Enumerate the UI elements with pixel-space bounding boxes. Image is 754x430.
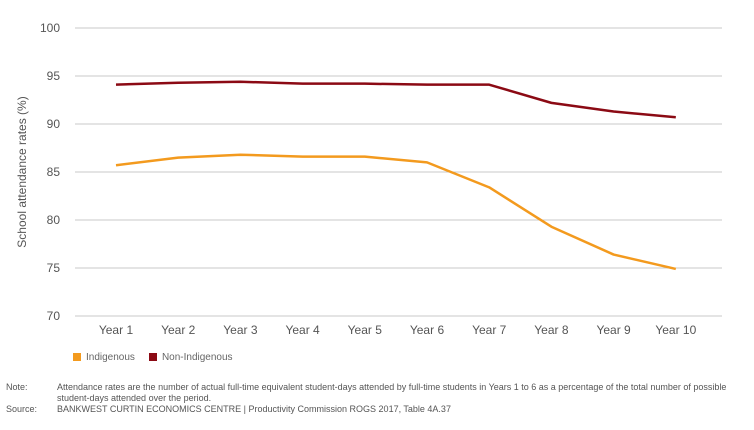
y-tick-label: 75 (47, 261, 61, 275)
x-tick-label: Year 5 (348, 323, 383, 337)
legend: Indigenous Non-Indigenous (73, 352, 233, 363)
x-tick-label: Year 1 (99, 323, 134, 337)
series-line-non-indigenous (115, 80, 676, 119)
y-tick-label: 90 (47, 117, 61, 131)
y-axis-label: School attendance rates (%) (15, 96, 29, 247)
x-tick-label: Year 3 (223, 323, 258, 337)
legend-label: Indigenous (86, 352, 135, 363)
series-line-indigenous (115, 153, 677, 271)
y-tick-label: 100 (40, 21, 60, 35)
notes: Note: Attendance rates are the number of … (6, 382, 746, 415)
legend-swatch-non-indigenous (148, 353, 157, 361)
legend-item-indigenous: Indigenous (73, 352, 135, 363)
x-tick-label: Year 10 (655, 323, 696, 337)
source-label: Source: (6, 404, 38, 414)
legend-item-non-indigenous: Non-Indigenous (148, 352, 233, 363)
x-tick-label: Year 8 (534, 323, 569, 337)
x-tick-label: Year 7 (472, 323, 507, 337)
y-tick-label: 85 (47, 165, 61, 179)
line-chart: 70 75 80 85 90 95 100 Year 1 Year 2 Year 3 Year 4 Y… (15, 21, 722, 337)
legend-swatch-indigenous (73, 353, 81, 361)
y-tick-label: 70 (47, 309, 61, 323)
y-tick-label: 95 (47, 69, 61, 83)
note-label: Note: (6, 382, 28, 392)
source-text: BANKWEST CURTIN ECONOMICS CENTRE | Produ… (57, 404, 451, 414)
x-tick-label: Year 6 (410, 323, 445, 337)
x-tick-label: Year 9 (596, 323, 631, 337)
legend-label: Non-Indigenous (161, 352, 233, 363)
note-text: Attendance rates are the number of actua… (57, 382, 727, 403)
x-tick-label: Year 2 (161, 323, 196, 337)
x-tick-label: Year 4 (285, 323, 320, 337)
y-tick-label: 80 (47, 213, 61, 227)
